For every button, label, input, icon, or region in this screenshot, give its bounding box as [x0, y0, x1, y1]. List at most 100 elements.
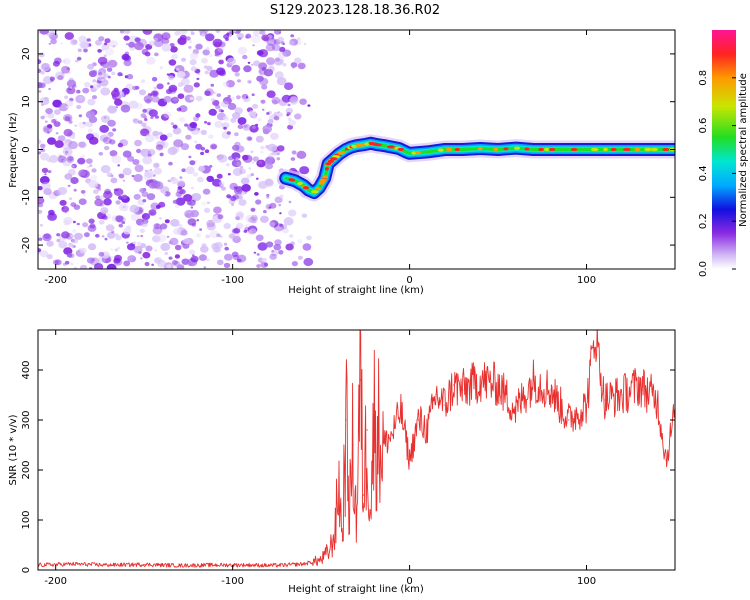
noise-blob	[40, 115, 45, 120]
echo-track-peak	[662, 147, 670, 152]
noise-blob	[61, 65, 70, 74]
noise-blob	[140, 257, 143, 260]
noise-blob	[103, 73, 109, 78]
noise-blob	[269, 253, 277, 260]
noise-blob	[248, 110, 257, 117]
noise-blob	[258, 69, 263, 73]
noise-blob	[243, 96, 251, 103]
noise-blob	[194, 140, 198, 144]
noise-blob	[188, 40, 193, 44]
figure-title: S129.2023.128.18.36.R02	[270, 3, 440, 18]
noise-blob	[185, 166, 195, 175]
noise-blob	[86, 38, 91, 42]
noise-blob	[42, 125, 53, 134]
noise-blob	[190, 255, 199, 263]
noise-blob	[38, 202, 44, 208]
noise-blob	[170, 219, 180, 227]
noise-blob	[141, 191, 149, 198]
noise-blob	[267, 143, 278, 152]
noise-blob	[103, 116, 107, 119]
noise-blob	[221, 122, 230, 129]
noise-blob	[227, 173, 231, 176]
noise-blob	[153, 86, 157, 90]
noise-blob	[169, 237, 179, 246]
noise-blob	[38, 151, 42, 155]
noise-blob	[177, 93, 185, 99]
noise-blob	[161, 43, 172, 52]
noise-blob	[155, 144, 164, 151]
noise-blob	[279, 46, 286, 53]
snr-point	[341, 539, 343, 541]
noise-blob	[288, 40, 295, 46]
echo-track-peak	[644, 147, 652, 152]
spectrum-y-tick-label: 10	[21, 95, 32, 108]
snr-point	[214, 564, 216, 566]
noise-blob	[80, 41, 90, 50]
noise-blob	[145, 98, 152, 104]
noise-blob	[217, 259, 224, 266]
noise-blob	[205, 47, 210, 51]
spectrum-y-tick-label: 20	[21, 48, 32, 61]
noise-blob	[97, 256, 106, 264]
noise-blob	[291, 150, 297, 155]
noise-blob	[236, 32, 244, 40]
noise-blob	[100, 207, 109, 214]
noise-blob	[174, 31, 181, 36]
noise-blob	[156, 234, 167, 243]
noise-blob	[132, 85, 138, 91]
noise-blob	[66, 156, 75, 163]
noise-blob	[118, 223, 124, 228]
noise-blob	[138, 120, 143, 124]
noise-blob	[90, 85, 94, 89]
noise-blob	[170, 122, 175, 125]
snr-point	[382, 444, 384, 446]
noise-blob	[152, 226, 163, 235]
echo-track-peak	[454, 147, 460, 152]
noise-blob	[112, 128, 117, 132]
noise-blob	[166, 264, 172, 269]
noise-blob	[277, 36, 285, 43]
noise-blob	[56, 238, 61, 243]
noise-blob	[200, 57, 208, 64]
noise-blob	[256, 50, 264, 56]
snr-point	[408, 459, 411, 461]
noise-blob	[111, 89, 120, 98]
noise-blob	[266, 57, 275, 65]
noise-blob	[38, 237, 43, 241]
noise-blob	[204, 90, 211, 96]
noise-blob	[274, 71, 284, 79]
noise-blob	[78, 141, 88, 149]
snr-y-tick-label: 100	[21, 510, 32, 529]
noise-blob	[92, 79, 97, 83]
noise-blob	[224, 246, 229, 251]
noise-blob	[59, 199, 67, 206]
noise-blob	[274, 196, 283, 204]
noise-blob	[64, 173, 73, 180]
noise-blob	[259, 72, 262, 75]
noise-blob	[151, 263, 155, 266]
noise-blob	[121, 194, 128, 200]
noise-blob	[38, 59, 42, 65]
noise-blob	[260, 99, 266, 104]
noise-blob	[267, 67, 271, 70]
noise-blob	[120, 104, 131, 113]
noise-blob	[40, 143, 46, 149]
noise-blob	[189, 121, 198, 129]
noise-blob	[223, 126, 227, 130]
noise-blob	[281, 94, 292, 103]
noise-blob	[155, 115, 159, 119]
snr-point	[348, 509, 351, 511]
noise-blob	[110, 248, 114, 251]
noise-blob	[277, 51, 287, 59]
noise-blob	[171, 260, 178, 265]
noise-blob	[75, 59, 79, 63]
noise-blob	[176, 71, 186, 79]
noise-blob	[143, 172, 153, 181]
noise-blob	[190, 66, 197, 72]
noise-blob	[225, 80, 235, 88]
noise-blob	[155, 223, 159, 227]
noise-blob	[106, 263, 117, 269]
noise-blob	[117, 246, 121, 250]
noise-blob	[222, 81, 229, 88]
noise-blob	[181, 168, 186, 172]
